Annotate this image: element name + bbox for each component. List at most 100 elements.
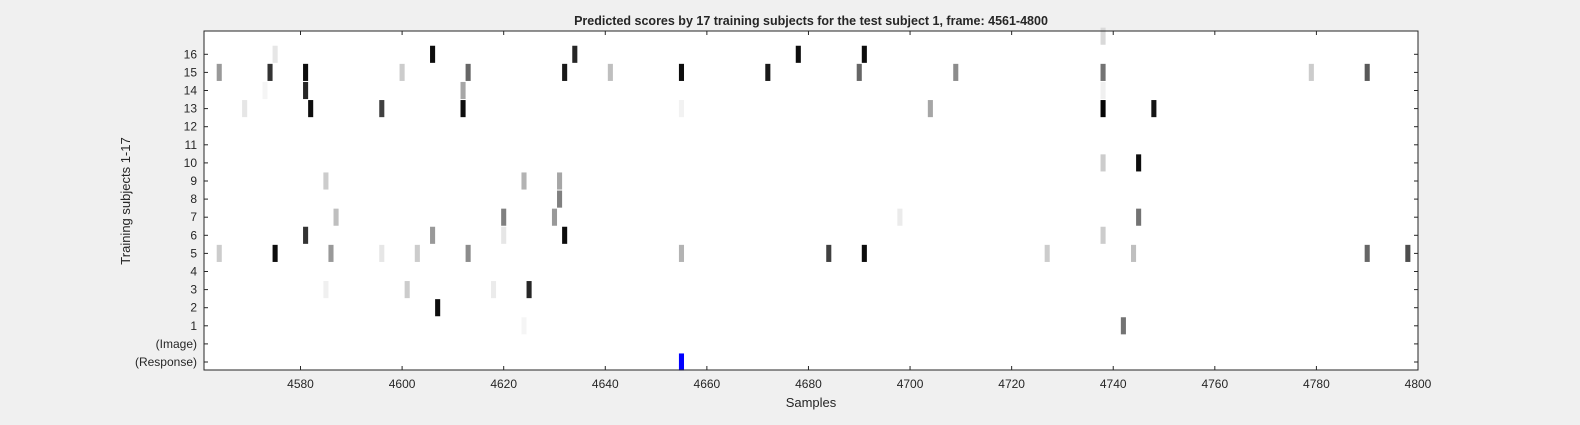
x-axis-label: Samples (786, 395, 837, 410)
heatmap-cell (953, 63, 959, 81)
heatmap-cell (861, 45, 867, 63)
heatmap-cell (272, 244, 278, 262)
heatmap-cell (897, 208, 903, 226)
y-tick-label: 14 (184, 84, 198, 98)
heatmap-cell (262, 81, 268, 100)
heatmap-cell (607, 63, 613, 81)
y-tick-label: 15 (184, 65, 198, 79)
heatmap-cell (303, 226, 309, 244)
heatmap-cell (551, 208, 558, 226)
heatmap-cell (1131, 244, 1137, 262)
y-tick-label: 6 (190, 228, 197, 242)
heatmap-cell (404, 281, 410, 299)
plot-area (204, 31, 1418, 370)
heatmap-cell (678, 244, 685, 262)
x-tick-label: 4780 (1303, 377, 1330, 391)
x-tick-label: 4800 (1405, 377, 1432, 391)
chart-title: Predicted scores by 17 training subjects… (574, 14, 1048, 28)
heatmap-cell (1100, 81, 1106, 100)
heatmap-cell (927, 100, 933, 118)
heatmap-cell (308, 100, 314, 118)
heatmap-cell (216, 244, 222, 262)
heatmap-cell (1136, 208, 1142, 226)
y-tick-label: 7 (190, 210, 197, 224)
x-tick-label: 4760 (1201, 377, 1228, 391)
heatmap-cell (490, 281, 497, 299)
heatmap-cell (328, 244, 334, 262)
heatmap-cell (379, 100, 385, 118)
x-tick-label: 4740 (1100, 377, 1127, 391)
heatmap-cell (303, 81, 309, 100)
heatmap-cell (1364, 63, 1370, 81)
heatmap-cell (678, 63, 685, 81)
x-tick-label: 4700 (897, 377, 924, 391)
heatmap-cell (1120, 317, 1126, 335)
y-tick-label: 4 (190, 265, 197, 279)
heatmap-cell (414, 244, 420, 262)
heatmap-cell (856, 63, 862, 81)
plot-frame (203, 30, 1419, 371)
heatmap-cell (430, 226, 436, 244)
x-tick-label: 4720 (998, 377, 1025, 391)
y-tick-label: 12 (184, 120, 198, 134)
heatmap-cell (465, 63, 471, 81)
y-tick-label: (Image) (156, 337, 197, 351)
heatmap-cell (526, 281, 532, 299)
y-axis-label: Training subjects 1-17 (118, 137, 133, 264)
heatmap-cell (323, 281, 329, 299)
y-tick-label: 3 (190, 283, 197, 297)
x-tick-label: 4660 (694, 377, 721, 391)
heatmap-cell (765, 63, 771, 81)
heatmap-cell (399, 63, 405, 81)
heatmap-cell (501, 208, 507, 226)
heatmap-cell (216, 63, 222, 81)
y-tick-label: 5 (190, 246, 197, 260)
heatmap-cell (795, 45, 801, 63)
x-tick-label: 4680 (795, 377, 822, 391)
y-tick-label: 2 (190, 301, 197, 315)
y-tick-label: (Response) (135, 355, 197, 369)
y-tick-label: 10 (184, 156, 198, 170)
heatmap-cell (1100, 100, 1106, 118)
heatmap-cell (1136, 154, 1142, 172)
x-tick-label: 4620 (490, 377, 517, 391)
heatmap-cell (572, 45, 578, 63)
heatmap-cell (557, 172, 563, 190)
heatmap-cell (435, 299, 441, 317)
x-tick-label: 4600 (389, 377, 416, 391)
heatmap-cell (1100, 226, 1106, 244)
y-tick-label: 9 (190, 174, 197, 188)
heatmap-cell (501, 226, 507, 244)
x-tick-label: 4580 (287, 377, 314, 391)
response-cell (678, 353, 685, 371)
heatmap-cell (460, 100, 466, 118)
heatmap-cell (562, 63, 568, 81)
heatmap-cell (1405, 244, 1411, 262)
heatmap-cell (465, 244, 471, 262)
heatmap-cell (1151, 100, 1157, 118)
heatmap-cell (521, 172, 527, 190)
heatmap-cell (460, 81, 466, 100)
heatmap-cell (861, 244, 867, 262)
heatmap-cell (562, 226, 568, 244)
heatmap-cell (1100, 63, 1106, 81)
y-tick-label: 1 (190, 319, 197, 333)
heatmap-cell (333, 208, 339, 226)
x-tick-label: 4640 (592, 377, 619, 391)
heatmap-cell (1044, 244, 1050, 262)
heatmap-cell (1100, 27, 1106, 45)
y-tick-label: 8 (190, 192, 197, 206)
heatmap-cell (242, 100, 248, 118)
heatmap-cell (303, 63, 309, 81)
heatmap-cell (267, 63, 273, 81)
heatmap-cell (521, 317, 527, 335)
heatmap-cell (379, 244, 385, 262)
heatmap-cells (216, 27, 1411, 371)
heatmap-cell (323, 172, 329, 190)
y-tick-label: 16 (184, 47, 198, 61)
heatmap-cell (1308, 63, 1314, 81)
y-tick-label: 13 (184, 102, 198, 116)
